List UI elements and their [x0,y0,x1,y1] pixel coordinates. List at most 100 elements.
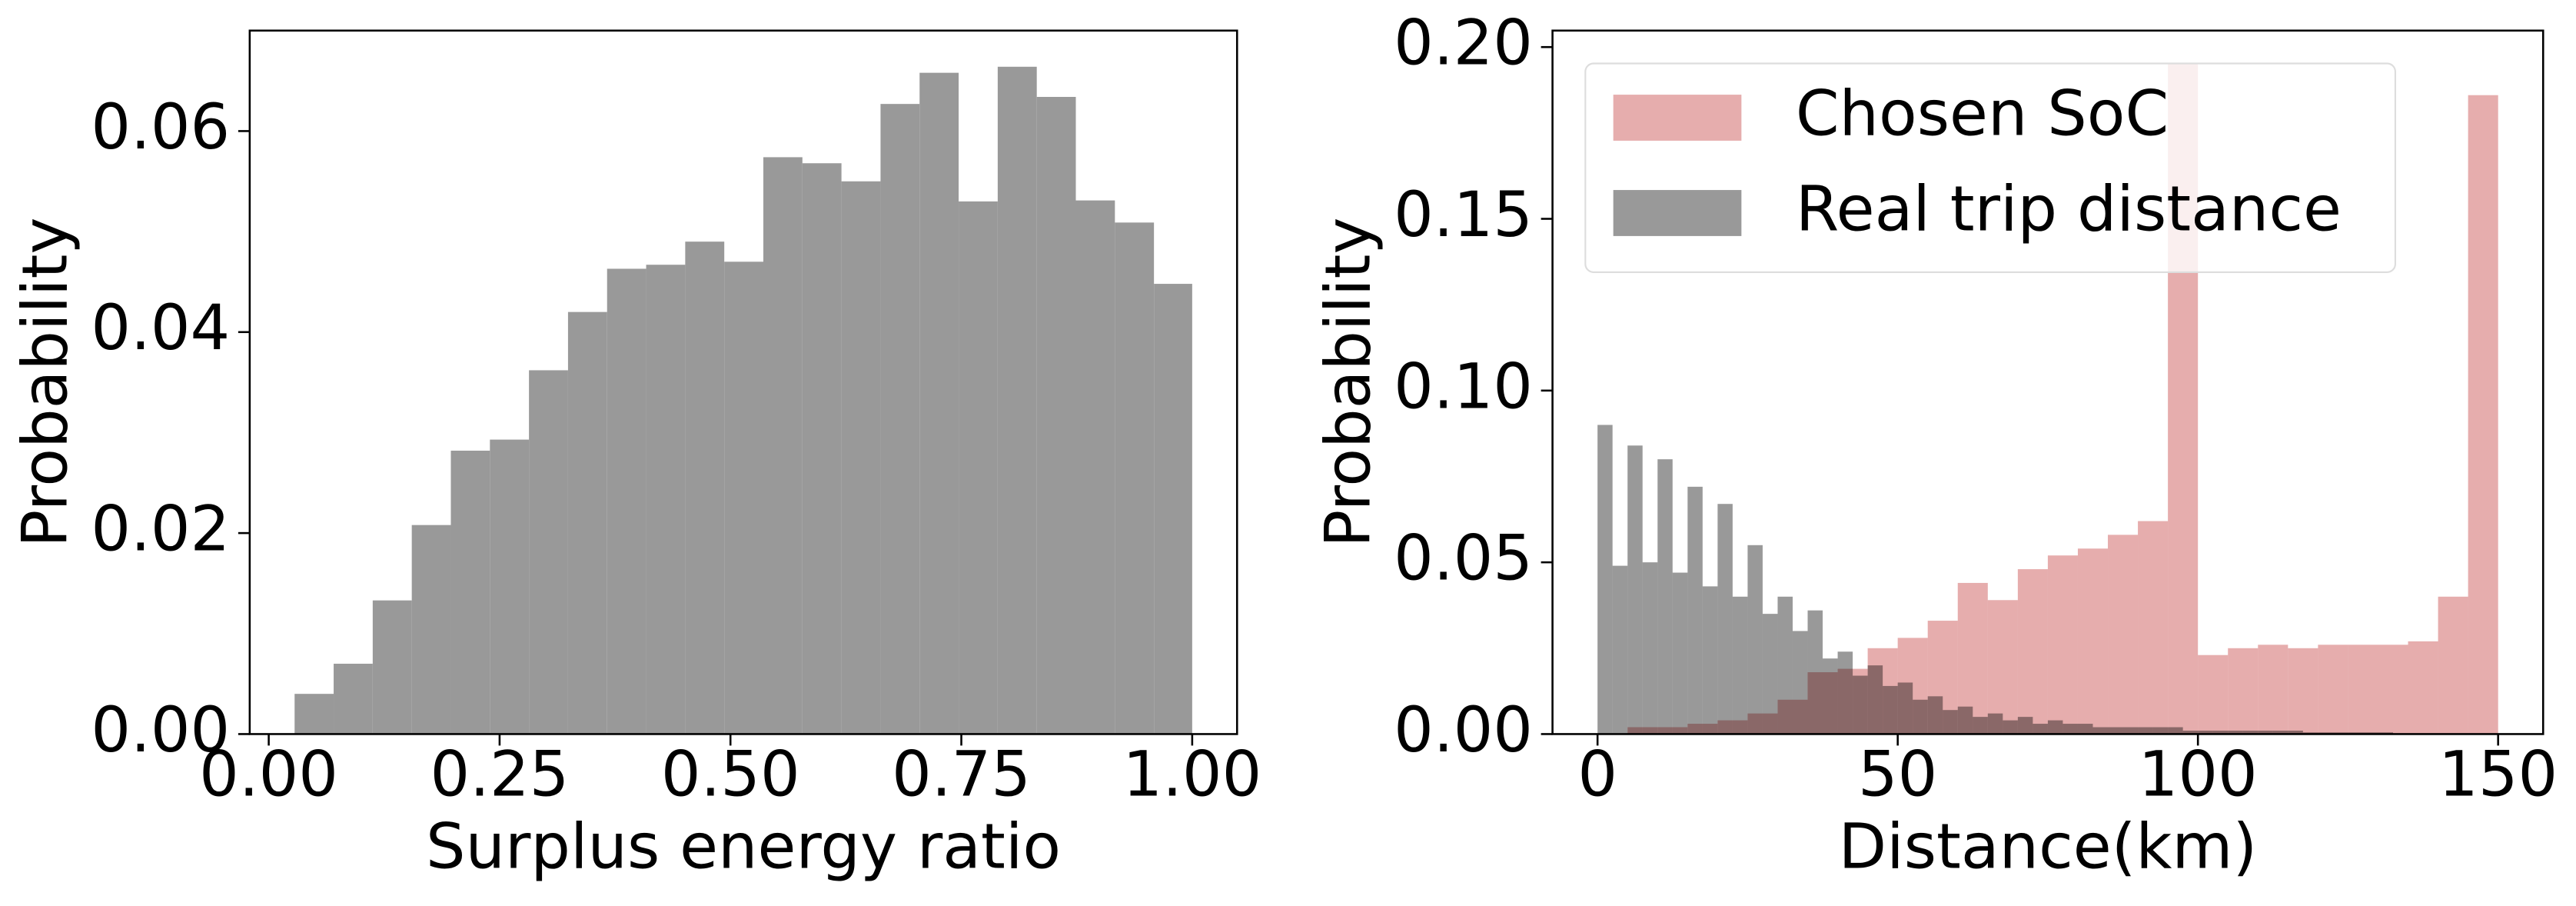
histogram-bar [1777,596,1793,734]
histogram-bar [1075,200,1115,734]
histogram-bar [1154,284,1192,734]
histogram-bar [1927,696,1943,734]
histogram-bar [2198,655,2229,734]
histogram-bar [2182,730,2199,734]
legend-swatch [1613,190,1742,236]
y-tick-label: 0.00 [1394,694,1533,767]
x-tick-label: 0.00 [199,739,338,811]
histogram-bar [2318,645,2348,734]
histogram-bar [685,241,725,734]
histogram-bar [1747,713,1778,734]
histogram-bar [2348,645,2378,734]
x-tick-label: 1.00 [1122,739,1261,811]
histogram-bar [1687,486,1703,734]
x-axis-label: Surplus energy ratio [426,811,1061,884]
axes-frame [248,29,1238,735]
histogram-bar [2168,727,2183,734]
histogram-bar [2288,730,2303,734]
y-axis-label: Probability [10,217,82,547]
y-tick-label: 0.02 [91,494,230,566]
x-tick-label: 0.75 [892,739,1031,811]
histogram-bar [1807,610,1823,734]
x-tick-label: 0.25 [430,739,570,811]
histogram-bar [1657,727,1688,734]
histogram-bar [2272,730,2288,734]
histogram-bar [2138,521,2169,734]
histogram-bar [1927,621,1958,734]
x-tick-label: 0.50 [661,739,800,811]
histogram-bar [1807,672,1838,734]
histogram-bar [490,439,530,734]
histogram-bar [1115,222,1155,734]
histogram-bar [1672,572,1688,734]
histogram-bar [1943,710,1958,734]
histogram-bar [1837,651,1853,734]
histogram-bar [1957,706,1973,734]
histogram-bar [2198,730,2213,734]
histogram-bar [1627,727,1658,734]
histogram-bar [567,311,607,734]
histogram-bar [1823,658,1838,734]
histogram-bar [2077,548,2109,734]
histogram-bar [2212,730,2229,734]
histogram-bar [1913,699,1928,734]
histogram-bar [2228,730,2243,734]
histogram-bar [1867,648,1898,734]
histogram-bar [1973,717,1988,734]
histogram-bar [2017,717,2033,734]
histogram-bar [411,525,451,734]
histogram-bar [1717,504,1733,734]
histogram-bar [1897,638,1928,734]
legend-box [1584,62,2396,273]
histogram-bar [2092,727,2109,734]
y-tick-label: 0.06 [91,92,230,164]
x-tick-label: 100 [2139,739,2258,811]
histogram-bar [2242,730,2259,734]
histogram-bar [2003,720,2018,734]
histogram-bar [2047,720,2063,734]
x-tick-label: 50 [1858,739,1937,811]
y-axis-label: Probability [1312,217,1384,547]
histogram-bar [2138,727,2153,734]
x-tick-label: 150 [2438,739,2558,811]
histogram-bar [2288,648,2318,734]
histogram-bar [1747,545,1763,734]
histogram-bar [2468,95,2498,734]
histogram-bar [1792,631,1808,734]
histogram-bar [1762,614,1778,734]
histogram-bar [763,157,803,734]
histogram-bar [2408,641,2438,734]
histogram-bar [2438,596,2468,734]
histogram-bar [1883,685,1898,734]
histogram-bar [1657,459,1673,734]
histogram-bar [2108,727,2123,734]
x-tick-label: 0 [1577,739,1617,811]
histogram-bar [529,370,568,734]
y-tick-label: 0.00 [91,694,230,767]
histogram-bar [1627,445,1643,734]
y-tick-label: 0.10 [1394,351,1533,423]
histogram-bar [1897,682,1913,734]
histogram-bar [2228,648,2259,734]
histogram-bar [1853,675,1868,734]
axes-frame [1551,29,2544,735]
histogram-bar [1957,582,1988,734]
histogram-bar [2152,727,2169,734]
histogram-bar [1717,720,1748,734]
histogram-bar [1597,425,1613,734]
legend-label: Chosen SoC [1796,78,2169,150]
histogram-bar [1687,724,1718,734]
histogram-bar [2033,724,2048,734]
y-tick-label: 0.15 [1394,179,1533,251]
histogram-bar [1642,562,1658,734]
histogram-bar [919,72,959,734]
histogram-bar [372,600,412,734]
histogram-bar [646,265,686,734]
legend-label: Real trip distance [1796,173,2342,245]
histogram-bar [1777,699,1808,734]
histogram-bar [607,268,646,734]
histogram-bar [1837,668,1868,734]
histogram-bar [1732,596,1748,734]
histogram-bar [724,261,763,734]
histogram-bar [334,663,373,734]
